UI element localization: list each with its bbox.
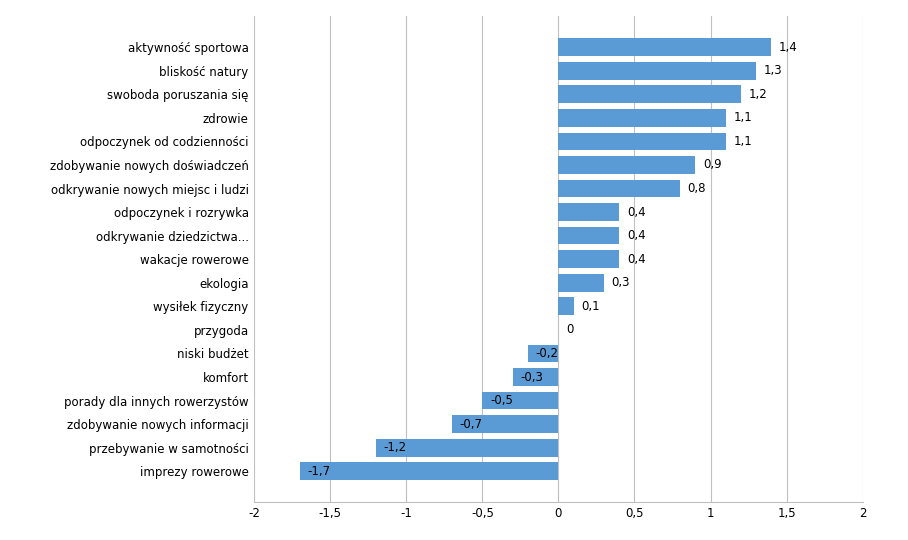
Text: -0,5: -0,5 <box>490 394 513 407</box>
Bar <box>558 109 725 127</box>
Bar <box>558 274 604 292</box>
Text: 1,2: 1,2 <box>748 88 767 101</box>
Text: -0,2: -0,2 <box>536 347 558 360</box>
Text: 0,4: 0,4 <box>627 253 646 266</box>
Text: 0,3: 0,3 <box>612 276 630 289</box>
Text: 0: 0 <box>566 323 573 336</box>
Bar <box>558 298 574 315</box>
Bar <box>558 156 696 174</box>
Bar <box>558 251 619 268</box>
Text: 1,4: 1,4 <box>779 40 798 53</box>
Bar <box>558 227 619 245</box>
Text: -1,2: -1,2 <box>383 441 407 454</box>
Text: 0,8: 0,8 <box>687 182 706 195</box>
Text: 0,1: 0,1 <box>581 300 600 313</box>
Text: 1,3: 1,3 <box>764 64 783 77</box>
Bar <box>558 38 771 56</box>
Text: 1,1: 1,1 <box>734 135 752 148</box>
Text: -1,7: -1,7 <box>308 465 331 478</box>
Text: 0,4: 0,4 <box>627 206 646 219</box>
Bar <box>482 392 558 409</box>
Text: 0,4: 0,4 <box>627 229 646 242</box>
Text: -0,7: -0,7 <box>459 417 482 430</box>
Bar <box>558 132 725 150</box>
Bar <box>452 415 558 433</box>
Bar <box>558 62 756 79</box>
Text: 0,9: 0,9 <box>703 158 722 171</box>
Bar <box>376 439 558 456</box>
Bar <box>513 368 558 386</box>
Text: 1,1: 1,1 <box>734 111 752 124</box>
Bar <box>558 203 619 221</box>
Bar <box>558 180 680 197</box>
Text: -0,3: -0,3 <box>520 370 543 383</box>
Bar <box>558 85 741 103</box>
Bar <box>528 345 558 362</box>
Bar <box>300 462 558 480</box>
